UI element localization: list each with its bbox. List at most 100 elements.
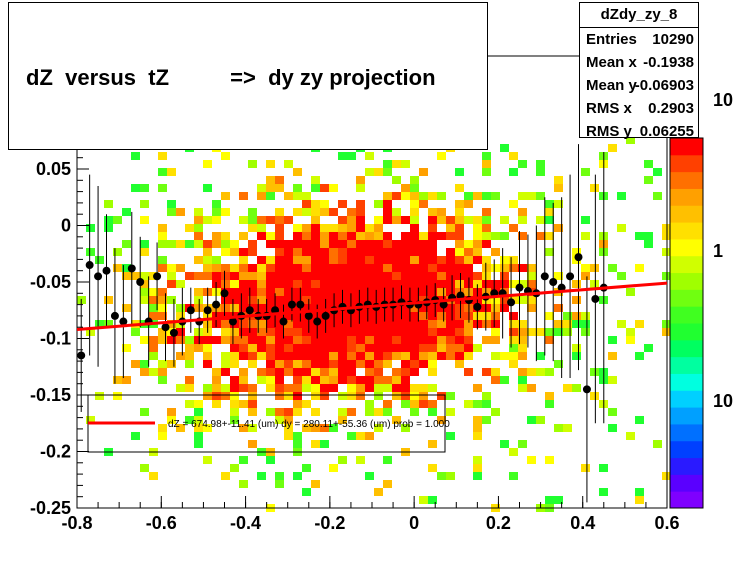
heatmap-cell: [338, 376, 347, 384]
heatmap-cell: [302, 272, 311, 280]
heatmap-cell: [437, 416, 446, 424]
heatmap-cell: [221, 304, 230, 312]
heatmap-cell: [176, 312, 185, 320]
heatmap-cell: [518, 328, 527, 336]
heatmap-cell: [482, 288, 491, 296]
heatmap-cell: [437, 232, 446, 240]
heatmap-cell: [491, 192, 500, 200]
heatmap-cell: [410, 184, 419, 192]
stats-row-rms-x: RMS x 0.2903: [580, 97, 698, 120]
heatmap-cell: [356, 224, 365, 232]
heatmap-cell: [428, 256, 437, 264]
heatmap-cell: [482, 192, 491, 200]
heatmap-cell: [383, 336, 392, 344]
x-tick-label: -0.6: [146, 513, 177, 533]
legend-fit-text: dZ = 674.98+-11.41 (um) dy = 280.11+-55.…: [168, 419, 450, 430]
heatmap-cell: [482, 304, 491, 312]
heatmap-cell: [293, 328, 302, 336]
heatmap-cell: [374, 296, 383, 304]
heatmap-cell: [545, 456, 554, 464]
heatmap-cell: [374, 312, 383, 320]
heatmap-cell: [383, 288, 392, 296]
heatmap-cell: [455, 208, 464, 216]
heatmap-cell: [230, 360, 239, 368]
profile-point: [566, 272, 575, 281]
profile-point: [169, 328, 178, 337]
heatmap-cell: [302, 464, 311, 472]
heatmap-cell: [383, 376, 392, 384]
heatmap-cell: [266, 288, 275, 296]
heatmap-cell: [311, 392, 320, 400]
heatmap-cell: [338, 248, 347, 256]
heatmap-cell: [437, 216, 446, 224]
heatmap-cell: [410, 280, 419, 288]
heatmap-cell: [428, 344, 437, 352]
heatmap-cell: [347, 288, 356, 296]
fit-line: [76, 281, 668, 331]
heatmap-cell: [509, 200, 518, 208]
heatmap-cell: [374, 424, 383, 432]
heatmap-cell: [329, 272, 338, 280]
heatmap-cell: [311, 216, 320, 224]
stats-value: -0.1938: [643, 54, 694, 71]
heatmap-cell: [311, 256, 320, 264]
heatmap-cell: [401, 352, 410, 360]
heatmap-cell: [446, 304, 455, 312]
heatmap-cell: [284, 280, 293, 288]
heatmap-cell: [374, 344, 383, 352]
heatmap-cell: [392, 264, 401, 272]
heatmap-cell: [338, 368, 347, 376]
heatmap-cell: [635, 232, 644, 240]
heatmap-cell: [410, 240, 419, 248]
heatmap-cell: [401, 248, 410, 256]
heatmap-cell: [338, 416, 347, 424]
heatmap-cell: [329, 288, 338, 296]
heatmap-cell: [311, 288, 320, 296]
heatmap-cell: [428, 264, 437, 272]
heatmap-cell: [410, 288, 419, 296]
heatmap-cell: [320, 248, 329, 256]
heatmap-cell: [410, 344, 419, 352]
profile-point: [473, 302, 482, 311]
heatmap-cell: [311, 480, 320, 488]
heatmap-cell: [239, 480, 248, 488]
heatmap-cell: [356, 392, 365, 400]
heatmap-cell: [491, 312, 500, 320]
heatmap-cell: [356, 208, 365, 216]
heatmap-cell: [302, 368, 311, 376]
heatmap-cell: [113, 392, 122, 400]
heatmap-cell: [419, 232, 428, 240]
heatmap-cell: [500, 216, 509, 224]
heatmap-cell: [374, 368, 383, 376]
heatmap-cell: [356, 384, 365, 392]
heatmap-cell: [275, 352, 284, 360]
heatmap-cell: [266, 328, 275, 336]
heatmap-cell: [122, 264, 131, 272]
heatmap-cell: [644, 160, 653, 168]
heatmap-cell: [482, 272, 491, 280]
heatmap-cell: [491, 304, 500, 312]
heatmap-cell: [356, 256, 365, 264]
heatmap-cell: [347, 152, 356, 160]
heatmap-cell: [293, 264, 302, 272]
heatmap-cell: [536, 232, 545, 240]
heatmap-cell: [437, 472, 446, 480]
heatmap-cell: [221, 384, 230, 392]
heatmap-cell: [581, 272, 590, 280]
heatmap-cell: [356, 296, 365, 304]
heatmap-cell: [95, 320, 104, 328]
heatmap-cell: [446, 344, 455, 352]
heatmap-cell: [482, 208, 491, 216]
heatmap-cell: [194, 240, 203, 248]
heatmap-cell: [212, 336, 221, 344]
heatmap-cell: [518, 232, 527, 240]
heatmap-cell: [329, 240, 338, 248]
heatmap-cell: [383, 304, 392, 312]
heatmap-cell: [248, 408, 257, 416]
heatmap-cell: [221, 272, 230, 280]
heatmap-cell: [473, 224, 482, 232]
heatmap-cell: [464, 248, 473, 256]
heatmap-cell: [347, 360, 356, 368]
profile-point: [228, 317, 237, 326]
heatmap-cell: [221, 360, 230, 368]
